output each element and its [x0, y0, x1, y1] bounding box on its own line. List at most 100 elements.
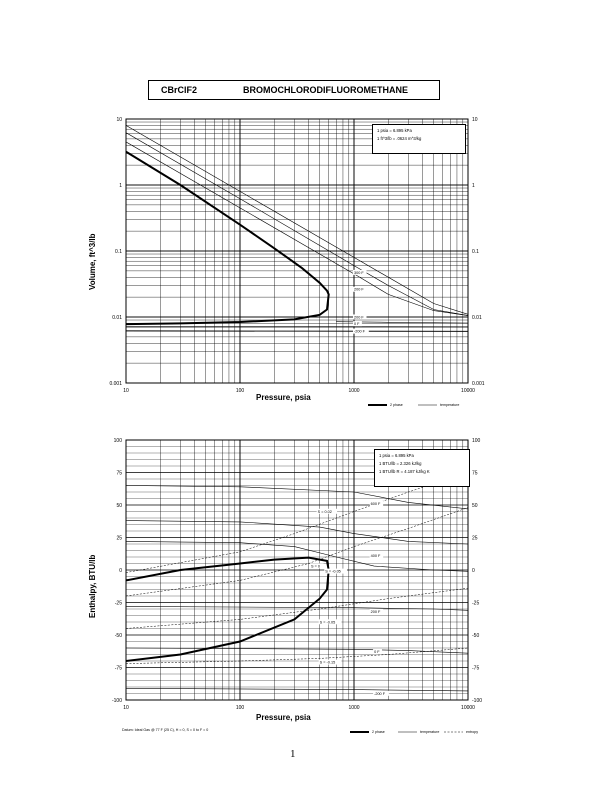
curve-label: 0 F	[374, 650, 380, 654]
y-tick-label: 0.1	[115, 249, 122, 255]
temperature-line	[125, 485, 469, 510]
y-tick-label-right: -25	[472, 601, 479, 607]
temperature-line	[125, 132, 469, 316]
curve-label: 200 F	[354, 288, 364, 292]
curve-label: 200 F	[354, 315, 364, 319]
curve-label: S = 0.02	[318, 510, 332, 514]
x-tick-label: 1000	[348, 705, 359, 711]
enthalpy-x-axis-title: Pressure, psia	[256, 713, 311, 722]
y-tick-label-right: -75	[472, 666, 479, 672]
temperature-line	[125, 330, 469, 332]
y-tick-label-right: -100	[472, 698, 482, 704]
enthalpy-conversion-box: 1 psia = 6.895 kPa 1 BTU/lb = 2.326 kJ/k…	[374, 449, 470, 487]
y-tick-label-right: 0.01	[472, 315, 482, 321]
conversion-line: 1 ft^3/lb = .0624 m^3/kg	[377, 135, 422, 141]
legend-temperature: temperature	[420, 730, 440, 734]
curve-label-bg	[353, 269, 367, 275]
curve-label-bg	[353, 321, 362, 327]
y-tick-label: -25	[115, 601, 122, 607]
temperature-line	[125, 520, 469, 545]
conversion-line: 1 BTU/lb = 2.326 kJ/kg	[379, 460, 422, 466]
x-tick-label: 1000	[348, 388, 359, 394]
two-phase-curve	[125, 556, 330, 662]
y-tick-label-right: 0.1	[472, 249, 479, 255]
y-tick-label-right: 100	[472, 438, 481, 444]
temperature-line	[125, 606, 469, 611]
entropy-line	[125, 587, 469, 629]
curve-label-bg	[369, 553, 384, 558]
legend-entropy: entropy	[466, 730, 478, 734]
y-tick-label-right: -50	[472, 633, 479, 639]
y-tick-label: 50	[116, 503, 122, 509]
curve-label-bg	[353, 314, 367, 320]
legend-two-phase: 2 phase	[390, 403, 403, 407]
page-number: 1	[290, 748, 296, 760]
curve-label-bg	[318, 619, 342, 625]
entropy-line	[125, 472, 469, 573]
curve-label: S = 0	[311, 564, 320, 568]
temperature-line	[125, 125, 469, 315]
chemical-formula: CBrClF2	[161, 85, 198, 95]
curve-label: 200 F	[371, 610, 381, 614]
y-tick-label-right: 25	[472, 536, 478, 542]
curve-label-bg	[353, 286, 367, 292]
y-tick-label-right: 10	[472, 117, 478, 123]
datum-footnote: Datum: Ideal Gas @ 77 F (25 C), H = 0, S…	[122, 728, 209, 732]
curve-label: S = -0.05	[325, 570, 341, 574]
y-tick-label: 0	[119, 568, 122, 574]
y-tick-label: 10	[116, 117, 122, 123]
conversion-line: 1 psia = 6.895 kPa	[379, 453, 414, 458]
temperature-line	[125, 541, 469, 572]
plot-frame	[125, 118, 469, 384]
curve-label-bg	[353, 328, 369, 334]
x-tick-label: 100	[236, 705, 245, 711]
curve-label: 300 F	[354, 271, 364, 275]
curve-label: -200 F	[374, 692, 386, 696]
temperature-line	[125, 687, 469, 692]
temperature-line	[125, 141, 469, 316]
conversion-line: 1 psia = 6.895 kPa	[377, 128, 412, 133]
curve-label: 600 F	[371, 502, 381, 506]
curve-label-bg	[310, 563, 324, 569]
x-tick-label: 10	[123, 388, 129, 394]
enthalpy-y-axis-title: Enthalpy, BTU/lb	[88, 554, 97, 618]
curve-label: -200 F	[354, 330, 366, 334]
volume-conversion-box: 1 psia = 6.895 kPa 1 ft^3/lb = .0624 m^3…	[372, 124, 466, 154]
y-tick-label-right: 1	[472, 183, 475, 189]
curve-label-bg	[373, 649, 382, 655]
y-tick-label: -100	[112, 698, 122, 704]
entropy-line	[125, 647, 469, 664]
x-tick-label: 10000	[461, 388, 475, 394]
curve-label-bg	[369, 608, 384, 614]
legend-two-phase: 2 phase	[372, 730, 385, 734]
y-tick-label: 75	[116, 471, 122, 477]
plot-frame	[125, 439, 469, 701]
y-tick-label: 0.01	[112, 315, 122, 321]
curve-label: 400 F	[371, 554, 381, 558]
y-tick-label: 100	[114, 438, 123, 444]
y-tick-label-right: 0	[472, 568, 475, 574]
curve-label: 0 F	[354, 322, 360, 326]
curve-label-bg	[369, 501, 384, 506]
entropy-line	[125, 507, 469, 597]
x-tick-label: 10	[123, 705, 129, 711]
volume-x-axis-title: Pressure, psia	[256, 393, 311, 402]
legend-temperature: temperature	[440, 403, 460, 407]
volume-y-axis-title: Volume, ft^3/lb	[88, 233, 97, 290]
curve-label-bg	[324, 568, 347, 574]
y-tick-label: 25	[116, 536, 122, 542]
y-tick-label: 0.001	[109, 381, 122, 387]
curve-label: S = -0.15	[320, 661, 336, 665]
chemical-name: BROMOCHLORODIFLUOROMETHANE	[243, 85, 408, 95]
y-tick-label: 1	[119, 183, 122, 189]
y-tick-label-right: 0.001	[472, 381, 485, 387]
conversion-line: 1 BTU/lb R = 4.187 kJ/kg K	[379, 468, 430, 474]
y-tick-label: -75	[115, 666, 122, 672]
title-box: CBrClF2 BROMOCHLORODIFLUOROMETHANE	[148, 80, 440, 100]
curve-label-bg	[373, 690, 389, 696]
x-tick-label: 100	[236, 388, 245, 394]
y-tick-label-right: 50	[472, 503, 478, 509]
two-phase-curve	[125, 150, 330, 326]
curve-label: S = -0.05	[320, 620, 336, 624]
